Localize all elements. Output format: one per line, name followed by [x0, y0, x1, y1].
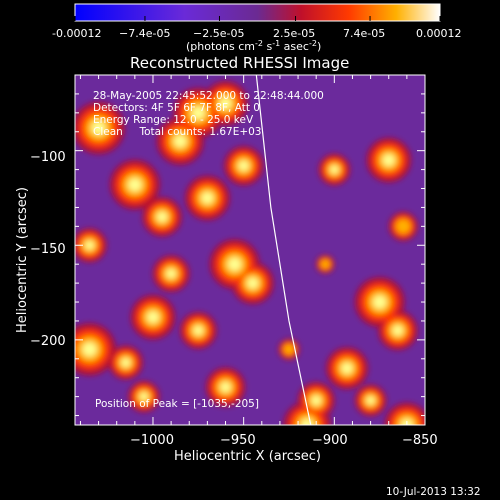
y-tick-label: −100: [30, 150, 66, 165]
x-axis-label: Heliocentric X (arcsec): [174, 449, 321, 464]
heatmap-source: [82, 342, 97, 357]
x-tick-label: −1000: [130, 433, 174, 448]
heatmap-source: [91, 120, 106, 135]
annotation-time: 28-May-2005 22:45:52.000 to 22:48:44.000: [93, 90, 324, 102]
heatmap-layer: [75, 81, 425, 425]
heatmap-source: [366, 396, 375, 405]
peak-position: Position of Peak = [-1035,-205]: [95, 398, 259, 410]
colorbar-tick-label: -0.00012: [52, 27, 101, 40]
x-tick-label: −900: [312, 433, 348, 448]
plot-frame: [74, 74, 426, 426]
colorbar: [74, 3, 441, 22]
x-tick-label: −950: [220, 433, 256, 448]
heatmap-source: [330, 165, 339, 174]
heatmap-source: [382, 154, 395, 167]
colorbar-tick-label: 0.00012: [416, 27, 462, 40]
heatmap-source: [219, 97, 232, 110]
x-tick-label: −850: [402, 433, 438, 448]
heatmap-source: [373, 295, 387, 309]
heatmap-source: [84, 240, 95, 250]
heatmap-source: [128, 178, 142, 192]
heatmap-source: [238, 160, 249, 172]
heatmap-source: [283, 344, 295, 355]
heatmap-source: [173, 134, 187, 148]
heatmap-source: [392, 325, 404, 336]
colorbar-unit: (photons cm-2 s-1 asec-2): [186, 39, 321, 53]
chart-title: Reconstructed RHESSI Image: [130, 54, 349, 72]
heatmap-source: [396, 219, 411, 234]
heatmap-source: [121, 358, 131, 368]
solar-limb-curve: [255, 75, 312, 425]
timestamp: 10-Jul-2013 13:32: [386, 486, 481, 498]
y-tick-label: −200: [30, 334, 66, 349]
annotation-detectors: Detectors: 4F 5F 6F 7F 8F, Att 0: [93, 102, 260, 114]
heatmap-source: [311, 395, 322, 406]
heatmap-source: [220, 381, 231, 393]
heatmap-source: [166, 268, 177, 279]
y-axis-label: Heliocentric Y (arcsec): [15, 187, 30, 333]
y-tick-label: −150: [30, 242, 66, 257]
colorbar-tick-label: −2.5e-05: [193, 27, 244, 40]
heatmap-source: [201, 192, 214, 204]
heatmap-source: [227, 257, 242, 271]
colorbar-tick-label: −7.4e-05: [119, 27, 170, 40]
colorbar-tick-label: 7.4e-05: [343, 27, 385, 40]
colorbar-tick-label: 2.5e-05: [273, 27, 315, 40]
annotation-clean: Clean Total counts: 1.67E+03: [93, 126, 262, 138]
heatmap-source: [193, 325, 204, 336]
heatmap-source: [191, 106, 205, 120]
heatmap-source: [139, 392, 149, 401]
heatmap-source: [156, 211, 168, 223]
heatmap-source: [247, 277, 259, 289]
heatmap-source: [320, 259, 330, 269]
heatmap-source: [147, 311, 159, 324]
annotation-energy: Energy Range: 12.0 - 25.0 keV: [93, 114, 254, 126]
heatmap-source: [341, 362, 353, 374]
